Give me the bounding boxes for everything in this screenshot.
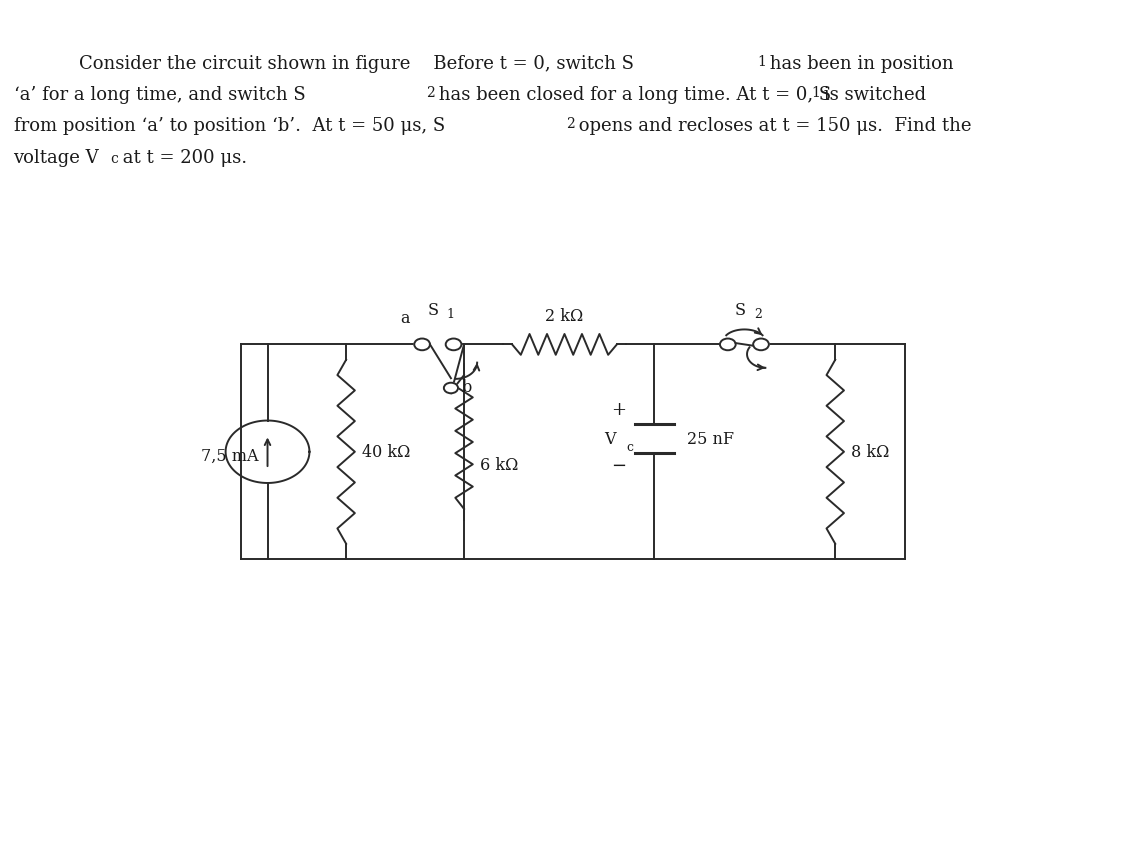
Text: at t = 200 μs.: at t = 200 μs. <box>117 149 247 166</box>
Text: ‘a’ for a long time, and switch S: ‘a’ for a long time, and switch S <box>14 86 305 104</box>
Text: S: S <box>735 302 746 319</box>
Text: is switched: is switched <box>818 86 926 104</box>
Text: has been closed for a long time. At t = 0, S: has been closed for a long time. At t = … <box>433 86 831 104</box>
Text: 8 kΩ: 8 kΩ <box>851 444 889 461</box>
Text: 1: 1 <box>811 86 820 100</box>
Text: 1: 1 <box>757 55 766 69</box>
Text: 6 kΩ: 6 kΩ <box>480 457 518 473</box>
Text: +: + <box>612 400 627 419</box>
Circle shape <box>720 339 736 351</box>
Text: 2: 2 <box>566 117 575 132</box>
Text: 2: 2 <box>426 86 435 100</box>
Text: a: a <box>400 310 410 327</box>
Circle shape <box>445 339 461 351</box>
Text: S: S <box>427 302 438 319</box>
Text: 25 nF: 25 nF <box>686 430 734 447</box>
Text: V: V <box>604 430 616 447</box>
Text: −: − <box>611 457 627 474</box>
Text: has been in position: has been in position <box>764 55 953 73</box>
Text: voltage V: voltage V <box>14 149 99 166</box>
Text: 2: 2 <box>754 307 762 320</box>
Text: Consider the circuit shown in figure    Before t = 0, switch S: Consider the circuit shown in figure Bef… <box>79 55 633 73</box>
Text: 2 kΩ: 2 kΩ <box>545 307 584 324</box>
Text: from position ‘a’ to position ‘b’.  At t = 50 μs, S: from position ‘a’ to position ‘b’. At t … <box>14 117 445 135</box>
Text: b: b <box>461 378 472 395</box>
Text: 1: 1 <box>446 307 454 320</box>
Circle shape <box>753 339 769 351</box>
Circle shape <box>415 339 431 351</box>
Circle shape <box>444 383 458 394</box>
Text: 7,5 mA: 7,5 mA <box>202 447 259 464</box>
Text: c: c <box>627 441 633 453</box>
Text: 40 kΩ: 40 kΩ <box>362 444 410 461</box>
Text: opens and recloses at t = 150 μs.  Find the: opens and recloses at t = 150 μs. Find t… <box>573 117 971 135</box>
Text: c: c <box>110 152 118 166</box>
